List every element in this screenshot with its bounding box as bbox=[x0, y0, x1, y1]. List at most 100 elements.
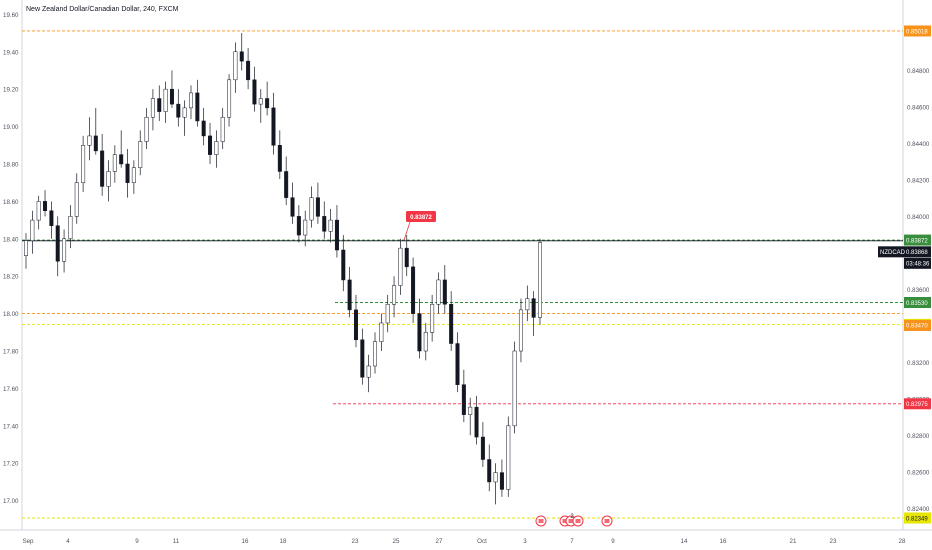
price-badge-label: 0.82975 bbox=[906, 402, 928, 408]
left-tick-label: 19.00 bbox=[3, 124, 19, 131]
candle-body bbox=[423, 332, 428, 352]
candle-body bbox=[379, 322, 384, 342]
candle-body bbox=[271, 107, 276, 146]
candle-body bbox=[334, 219, 339, 251]
time-tick-label: 27 bbox=[436, 538, 443, 545]
right-tick-label: 0.84600 bbox=[907, 105, 930, 112]
price-badge-bg bbox=[904, 512, 931, 524]
candle-body bbox=[201, 120, 206, 137]
left-tick-label: 18.20 bbox=[3, 274, 19, 281]
left-tick-label: 17.80 bbox=[3, 349, 19, 356]
candle-body bbox=[284, 171, 289, 198]
candle-body bbox=[480, 436, 485, 460]
candle-body bbox=[87, 135, 92, 146]
time-tick-label: 25 bbox=[393, 538, 400, 545]
right-tick-label: 0.84800 bbox=[907, 68, 930, 75]
event-markers[interactable]: 2 bbox=[535, 514, 613, 527]
time-tick-label: 7 bbox=[570, 538, 574, 545]
candle-body bbox=[119, 154, 124, 165]
price-badge-label: 0.83470 bbox=[906, 324, 928, 330]
time-tick-label: 23 bbox=[352, 538, 359, 545]
time-tick-label: 9 bbox=[611, 538, 615, 545]
candle-body bbox=[328, 219, 333, 232]
candle-body bbox=[538, 242, 542, 318]
countdown-bg bbox=[904, 257, 931, 269]
left-price-axis[interactable]: 19.60 19.40 19.20 19.00 18.80 18.60 18.40 18.20… bbox=[3, 0, 23, 530]
candle-body bbox=[461, 384, 466, 415]
right-tick-label: 0.82800 bbox=[907, 433, 930, 440]
candle-body bbox=[398, 247, 403, 286]
price-badge-label: 0.83872 bbox=[906, 238, 928, 244]
candle-body bbox=[163, 88, 168, 112]
candle-body bbox=[360, 339, 365, 378]
candle-body bbox=[512, 350, 517, 427]
candle-body bbox=[265, 98, 270, 109]
callout-pointer bbox=[403, 221, 411, 241]
price-badge-label: 0.82349 bbox=[906, 516, 928, 522]
price-badge-bg bbox=[904, 398, 931, 410]
candle-body bbox=[81, 145, 86, 183]
price-badge-bg bbox=[904, 296, 931, 308]
right-tick-label: 0.82400 bbox=[907, 506, 930, 513]
candle-body bbox=[322, 216, 327, 232]
time-tick-label: 3 bbox=[523, 538, 527, 545]
right-tick-label: 0.82600 bbox=[907, 470, 930, 477]
candle-body bbox=[277, 145, 282, 172]
candle-body bbox=[169, 88, 174, 105]
candle-body bbox=[233, 51, 238, 81]
left-tick-label: 19.20 bbox=[3, 87, 19, 94]
candle-body bbox=[392, 285, 397, 305]
candle-body bbox=[499, 472, 504, 490]
left-tick-label: 18.40 bbox=[3, 236, 19, 243]
candle-body bbox=[62, 238, 67, 262]
time-tick-label: 4 bbox=[66, 538, 70, 545]
price-callout: 0.83872 bbox=[403, 211, 436, 241]
candle-body bbox=[493, 472, 498, 483]
right-tick-label: 0.83600 bbox=[907, 287, 930, 294]
candle-body bbox=[487, 459, 492, 483]
candle-body bbox=[150, 98, 155, 118]
right-tick-label: 0.83200 bbox=[907, 360, 930, 367]
callout-box bbox=[406, 211, 436, 222]
candle-body bbox=[93, 135, 98, 152]
candle-body bbox=[373, 341, 378, 367]
candle-body bbox=[303, 219, 308, 236]
candle-body bbox=[188, 92, 193, 109]
time-tick-label: 9 bbox=[135, 538, 139, 545]
left-tick-label: 17.00 bbox=[3, 498, 19, 505]
right-tick-label: 0.84000 bbox=[907, 214, 930, 221]
time-tick-label: Sep bbox=[22, 538, 34, 545]
candle-body bbox=[385, 304, 390, 324]
countdown-label: 03:48:36 bbox=[906, 262, 930, 268]
time-tick-label: 14 bbox=[681, 538, 688, 545]
candle-body bbox=[404, 247, 409, 268]
price-badge-label: 0.83530 bbox=[906, 301, 928, 307]
candle-body bbox=[182, 107, 187, 118]
flag-icon-fill bbox=[562, 519, 568, 523]
candle-body bbox=[214, 141, 219, 155]
candle-body bbox=[296, 216, 301, 236]
left-tick-label: 17.40 bbox=[3, 423, 19, 430]
flag-icon-fill bbox=[568, 519, 574, 523]
candle-body bbox=[531, 298, 536, 318]
left-tick-label: 19.40 bbox=[3, 49, 19, 56]
candle-body bbox=[68, 216, 73, 240]
chart-title: New Zealand Dollar/Canadian Dollar, 240,… bbox=[26, 6, 179, 13]
candle-body bbox=[442, 279, 447, 305]
candle-body bbox=[208, 135, 213, 155]
price-badge-label: 0.85018 bbox=[906, 29, 928, 35]
candle-body bbox=[55, 225, 60, 262]
time-tick-label: 21 bbox=[790, 538, 797, 545]
left-tick-label: 18.80 bbox=[3, 161, 19, 168]
candle-body bbox=[157, 98, 162, 112]
candle-body bbox=[220, 116, 225, 142]
candle-body bbox=[252, 79, 257, 105]
time-axis[interactable]: Sep 4 9 11 16 18 23 25 27 Oct 3 7 9 14 16 21 23 28 bbox=[0, 529, 932, 545]
candle-body bbox=[36, 201, 41, 221]
price-badge-bg bbox=[904, 25, 931, 37]
time-tick-label: 28 bbox=[899, 538, 906, 545]
event-count-label: 2 bbox=[570, 514, 574, 520]
candle-body bbox=[74, 182, 79, 217]
candle-body bbox=[290, 197, 295, 217]
